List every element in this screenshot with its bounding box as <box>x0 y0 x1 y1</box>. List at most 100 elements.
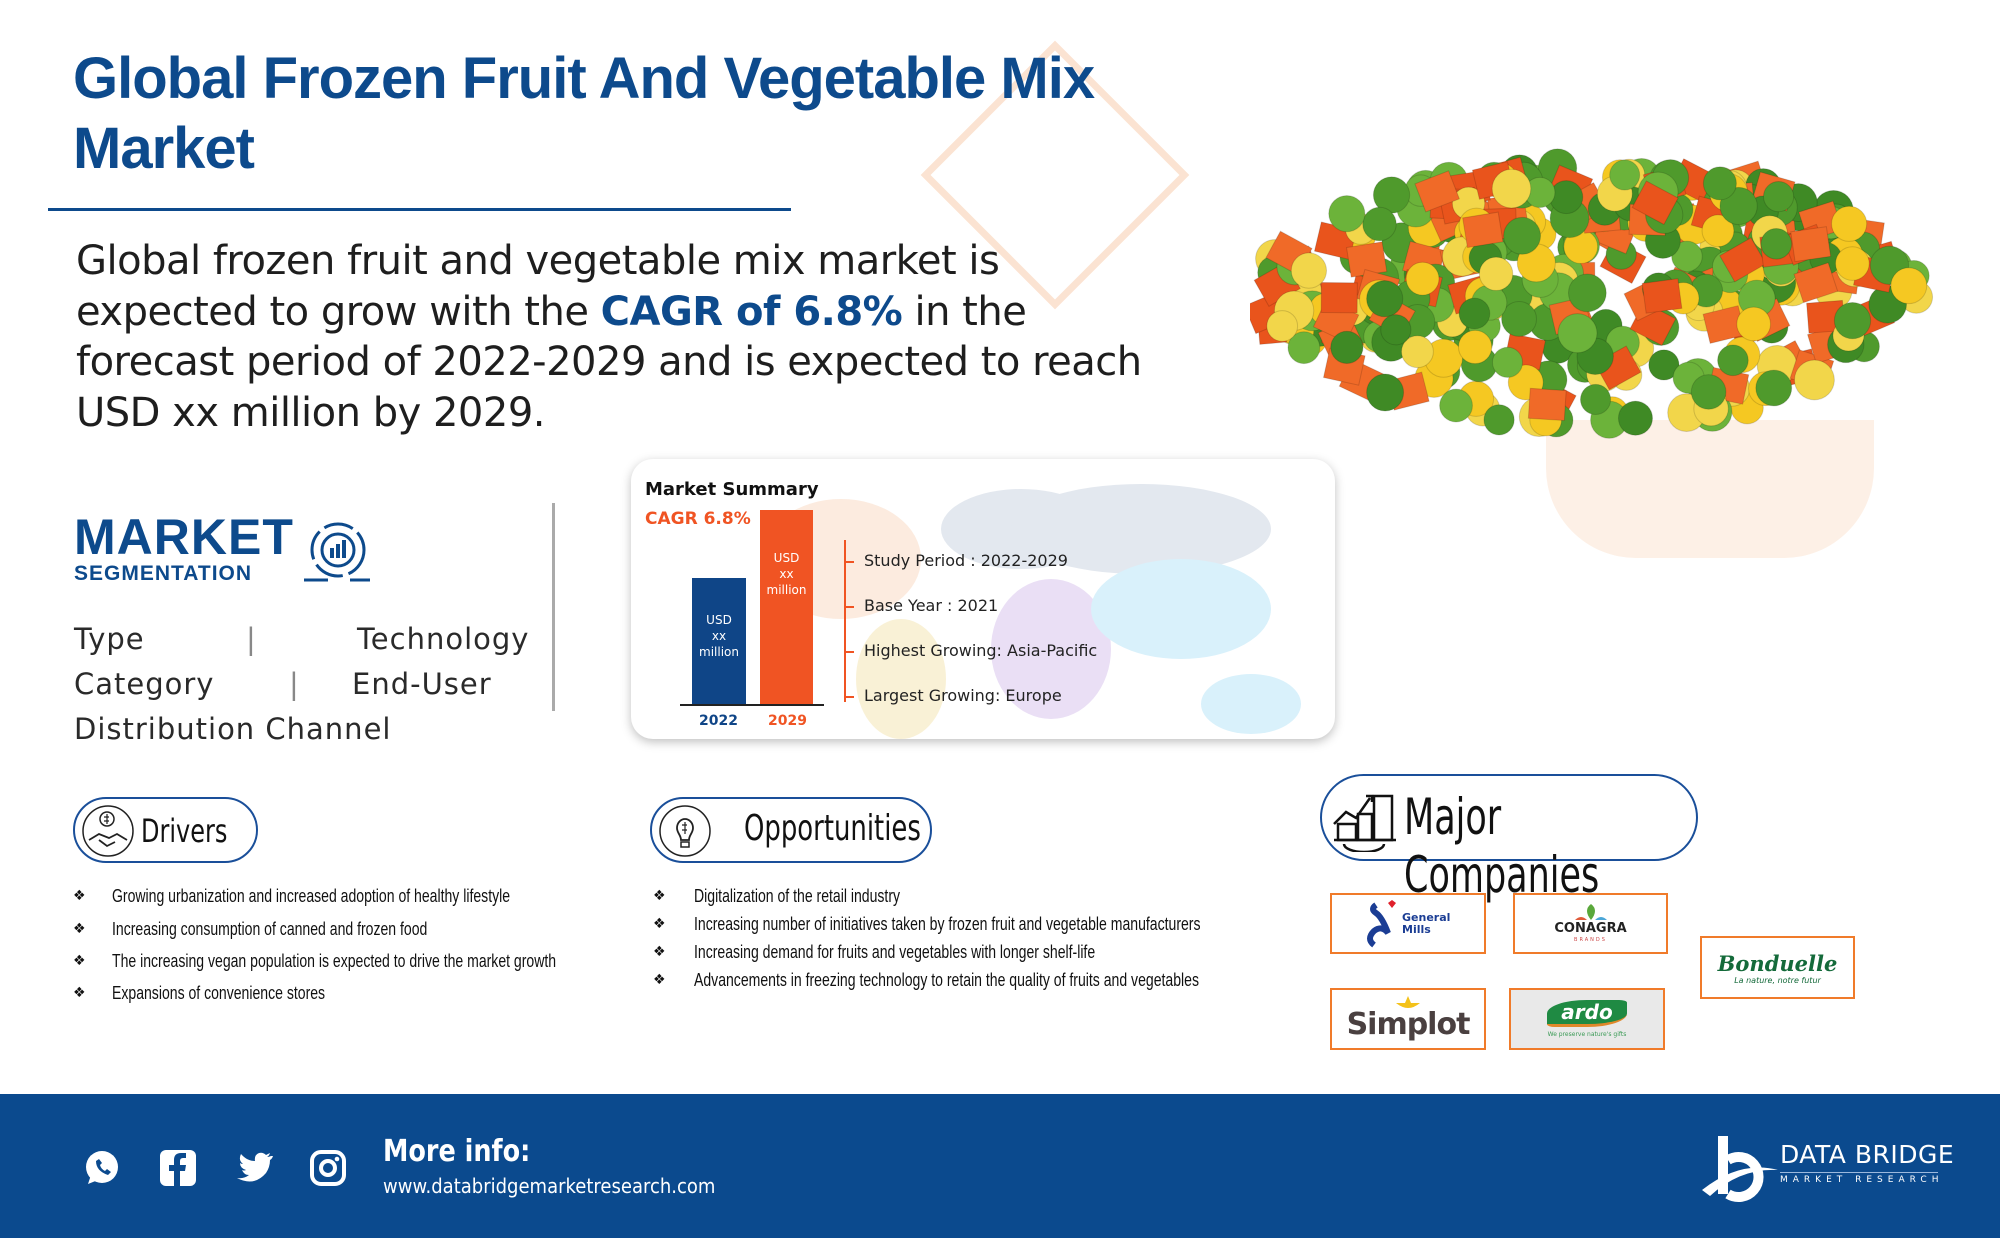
segment-category: Category <box>74 667 215 701</box>
summary-title: Market Summary <box>645 479 819 500</box>
ardo-name: ardo <box>1547 1000 1627 1027</box>
website-link[interactable]: www.databridgemarketresearch.com <box>383 1174 716 1198</box>
whatsapp-icon[interactable] <box>82 1148 122 1188</box>
bullet-icon: ❖ <box>73 921 86 937</box>
instagram-icon[interactable] <box>308 1148 348 1188</box>
carrot-cube <box>1527 387 1567 422</box>
corn-kernel <box>1890 267 1928 305</box>
segment-type: Type <box>74 622 145 656</box>
major-companies-title: Major Companies <box>1404 788 1600 904</box>
page-title: Global Frozen Fruit And Vegetable Mix Ma… <box>73 46 1095 181</box>
pea <box>1328 195 1366 233</box>
pea <box>1501 301 1538 337</box>
carrot-cube <box>1790 226 1832 263</box>
timeline-tick <box>844 651 854 653</box>
pea <box>1717 344 1749 377</box>
carrot-cube <box>1462 211 1504 249</box>
bullet-icon: ❖ <box>653 916 666 932</box>
segment-separator: | <box>246 622 256 656</box>
bar-2022: USD xx million <box>692 578 746 704</box>
fact-study-period: Study Period : 2022-2029 <box>864 551 1068 570</box>
pea <box>1762 181 1795 213</box>
segment-separator: | <box>289 667 299 701</box>
pea <box>1671 240 1703 273</box>
intro-text: Global frozen fruit and vegetable mix ma… <box>76 238 1000 335</box>
intro-text-end: in the forecast period of 2022-2029 and … <box>76 288 1142 436</box>
bar-label: xx <box>711 629 727 643</box>
segment-end-user: End-User <box>352 667 492 701</box>
pea <box>1503 216 1542 255</box>
footer: More info: www.databridgemarketresearch.… <box>0 1094 2000 1238</box>
world-map-background <box>781 484 1301 739</box>
pea <box>1330 330 1364 364</box>
drivers-title: Drivers <box>141 812 228 850</box>
intro-cagr: CAGR of 6.8% <box>600 288 903 335</box>
segmentation-chart-icon <box>304 522 370 582</box>
pea <box>1362 206 1397 242</box>
pea <box>1366 280 1404 318</box>
bar-2029: USD xx million <box>760 510 813 704</box>
pea <box>1702 166 1737 201</box>
opportunities-title: Opportunities <box>744 808 921 849</box>
brand-rule <box>1780 1172 1938 1173</box>
pea <box>1287 331 1321 365</box>
pea <box>1617 400 1653 436</box>
more-info-label: More info: <box>383 1134 531 1169</box>
corn-kernel <box>1736 306 1772 342</box>
fact-largest-growing: Largest Growing: Europe <box>864 686 1062 705</box>
fact-base-year: Base Year : 2021 <box>864 596 999 615</box>
simplot-leaf-icon <box>1396 996 1420 1008</box>
twitter-icon[interactable] <box>233 1148 273 1188</box>
bar-label: million <box>699 645 739 659</box>
bonduelle-name: Bonduelle <box>1717 950 1838 976</box>
pea <box>1458 297 1491 330</box>
segmentation-subheading: SEGMENTATION <box>74 562 253 585</box>
pea <box>1557 313 1598 354</box>
logo-bonduelle: Bonduelle La nature, notre futur <box>1700 936 1855 999</box>
corn-kernel <box>1266 310 1299 342</box>
bullet-icon: ❖ <box>73 985 86 1001</box>
segmentation-heading: MARKET <box>74 509 294 565</box>
leaf-icon <box>1574 904 1607 920</box>
bullet-icon: ❖ <box>73 888 86 904</box>
bar-label: USD <box>706 613 732 627</box>
pea <box>1439 388 1473 423</box>
timeline-tick <box>844 561 854 563</box>
pea <box>1483 404 1515 436</box>
segmentation-divider <box>552 503 555 711</box>
fact-highest-growing: Highest Growing: Asia-Pacific <box>864 641 1098 660</box>
bonduelle-tagline: La nature, notre futur <box>1734 975 1821 985</box>
intro-paragraph: Global frozen fruit and vegetable mix ma… <box>76 236 1176 438</box>
pea <box>1755 369 1793 407</box>
bullet-icon: ❖ <box>73 953 86 969</box>
bar-label: million <box>766 583 807 597</box>
carrot-cube <box>1631 180 1679 226</box>
corn-kernel <box>1405 261 1440 296</box>
city-buildings-icon <box>1333 794 1396 852</box>
heart-icon <box>1388 899 1396 908</box>
corn-kernel <box>1400 335 1434 369</box>
pea <box>1380 314 1412 346</box>
bar-label: USD <box>773 551 800 565</box>
drivers-item: The increasing vegan population is expec… <box>112 951 557 971</box>
opportunities-item: Advancements in freezing technology to r… <box>694 970 1199 990</box>
pea <box>1690 374 1727 410</box>
bullet-icon: ❖ <box>653 888 666 904</box>
market-summary-card: Market Summary CAGR 6.8% USD xx million US… <box>631 459 1335 739</box>
opportunities-item: Increasing demand for fruits and vegetab… <box>694 942 1096 962</box>
year-2022-label: 2022 <box>699 713 738 729</box>
carrot-cube <box>1641 278 1683 314</box>
facebook-icon[interactable] <box>158 1148 198 1188</box>
general-mills-name: General Mills <box>1402 910 1451 936</box>
summary-cagr: CAGR 6.8% <box>645 509 751 529</box>
carrot-cube <box>1414 170 1461 213</box>
opportunities-pill: Opportunities <box>650 797 932 863</box>
opportunities-item: Digitalization of the retail industry <box>694 886 901 906</box>
segment-distribution-channel: Distribution Channel <box>74 712 392 746</box>
timeline-tick <box>844 696 854 698</box>
pea <box>1491 346 1524 378</box>
ardo-tagline: We preserve nature's gifts <box>1547 1031 1627 1038</box>
pea <box>1760 227 1793 260</box>
pea <box>1366 373 1405 412</box>
carrot-cube <box>1320 282 1358 314</box>
